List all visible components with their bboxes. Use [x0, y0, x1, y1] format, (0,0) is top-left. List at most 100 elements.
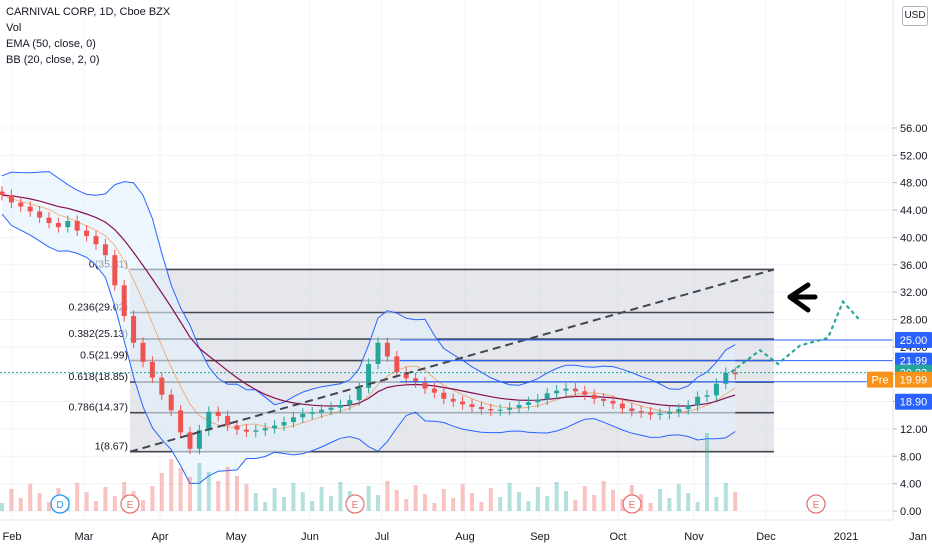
volume-bar	[404, 499, 409, 511]
volume-bar	[385, 481, 390, 511]
candle-body	[648, 412, 654, 415]
event-circle	[345, 494, 365, 514]
candle-body	[732, 372, 738, 375]
volume-bar	[451, 498, 456, 511]
candle-body	[159, 377, 165, 395]
event-circle	[120, 494, 140, 514]
volume-bar	[582, 486, 587, 511]
volume-bar	[676, 484, 681, 511]
candle-body	[572, 388, 578, 392]
price-label-box	[867, 371, 893, 388]
event-marker[interactable]: E	[120, 494, 140, 514]
volume-bar	[723, 483, 728, 511]
candle-body	[441, 392, 447, 399]
price-tick-label: 0.00	[900, 506, 921, 518]
indicator-bb[interactable]: BB (20, close, 2, 0)	[6, 54, 100, 66]
indicator-vol[interactable]: Vol	[6, 22, 22, 34]
time-tick-label: Aug	[455, 531, 475, 543]
candle-body	[243, 429, 249, 432]
volume-bar	[18, 498, 23, 511]
currency-button[interactable]: USD	[902, 6, 928, 26]
bb-lower-line	[1, 213, 736, 485]
event-circle	[622, 494, 642, 514]
volume-bar	[150, 486, 155, 511]
volume-bar	[300, 492, 305, 511]
candle-body	[478, 407, 484, 410]
candle-body	[234, 425, 240, 430]
price-tick-label: 48.00	[900, 178, 928, 190]
candle-body	[37, 211, 43, 218]
volume-bar	[75, 483, 80, 511]
event-marker[interactable]: D	[50, 494, 70, 514]
volume-bar	[554, 482, 559, 511]
candle-body	[84, 230, 90, 237]
candle-body	[704, 395, 710, 397]
indicator-ema[interactable]: EMA (50, close, 0)	[6, 38, 96, 50]
volume-bar	[479, 502, 484, 511]
time-tick-label: Feb	[3, 531, 22, 543]
volume-bar	[319, 487, 324, 511]
event-marker[interactable]: E	[345, 494, 365, 514]
candle-body	[394, 356, 400, 373]
candle-body	[403, 372, 409, 379]
candle-body	[300, 413, 306, 418]
candle-body	[187, 432, 193, 449]
candle-body	[281, 422, 287, 426]
time-tick-label: 2021	[834, 531, 858, 543]
volume-bar	[244, 484, 249, 511]
volume-bar	[0, 503, 4, 511]
time-tick-label: Jul	[375, 531, 389, 543]
candle-body	[27, 206, 33, 212]
volume-bar	[488, 488, 493, 511]
price-label-text: 25.00	[900, 335, 928, 347]
fib-level-label: 0.786(14.37)	[68, 402, 128, 414]
volume-bar	[460, 484, 465, 511]
projection-path	[730, 299, 860, 373]
price-tick-label: 28.00	[900, 314, 928, 326]
symbol-title[interactable]: CARNIVAL CORP, 1D, Cboe BZX	[6, 6, 171, 18]
volume-bar	[263, 502, 268, 511]
event-letter: E	[127, 500, 134, 511]
candle-body	[74, 220, 80, 231]
volume-bar	[28, 484, 33, 511]
event-letter: E	[352, 500, 359, 511]
candle-body	[554, 390, 560, 394]
volume-bar	[545, 496, 550, 511]
candle-body	[347, 400, 353, 405]
time-tick-label: Oct	[609, 531, 626, 543]
volume-bar	[37, 493, 42, 511]
volume-bar	[413, 485, 418, 511]
volume-bar	[376, 495, 380, 511]
candle-body	[591, 394, 597, 399]
volume-bar	[592, 495, 597, 511]
volume-bar	[206, 472, 211, 511]
volume-bar	[188, 477, 192, 511]
candle-body	[469, 404, 475, 408]
volume-bar	[648, 503, 653, 511]
candle-body	[272, 425, 278, 429]
candle-body	[413, 378, 419, 383]
candle-body	[196, 430, 202, 449]
fib-level-label: 0.618(18.85)	[68, 371, 128, 383]
volume-bar	[169, 459, 174, 511]
price-label-text: 21.99	[900, 356, 928, 368]
volume-bar	[47, 502, 51, 511]
candle-body	[685, 405, 691, 410]
event-marker[interactable]: E	[622, 494, 642, 514]
candle-body	[290, 417, 296, 423]
volume-bar	[658, 489, 662, 511]
candle-body	[46, 217, 52, 224]
fib-level-label: 0.5(21.99)	[80, 350, 128, 362]
candle-body	[460, 401, 466, 405]
candle-body	[253, 430, 259, 432]
candle-body	[563, 388, 569, 391]
candle-body	[93, 236, 99, 245]
volume-bar	[535, 487, 540, 511]
volume-bar	[94, 501, 98, 511]
event-marker[interactable]: E	[806, 494, 826, 514]
volume-bar	[225, 467, 230, 511]
time-tick-label: Nov	[684, 531, 704, 543]
event-letter: D	[56, 500, 63, 511]
